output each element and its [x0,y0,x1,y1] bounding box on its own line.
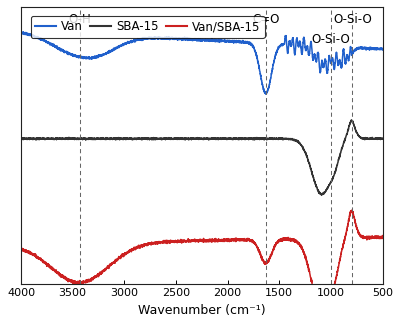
Text: O-Si-O: O-Si-O [333,13,372,26]
Text: O-Si-O: O-Si-O [312,33,350,46]
Van [98,54,103,58]
Van [380,47,385,51]
Line: Van: Van [21,32,382,94]
X-axis label: Wavenumber (cm⁻¹): Wavenumber (cm⁻¹) [138,304,266,317]
Van [182,37,186,40]
Text: C=O: C=O [252,13,280,26]
SBA-15 [182,137,186,141]
SBA-15 [98,136,103,140]
SBA-15 [152,137,157,141]
Van [152,35,157,39]
SBA-15 [102,137,107,141]
Line: Van/SBA-15: Van/SBA-15 [21,210,382,312]
Van/SBA-15 [182,238,186,242]
Van [378,46,383,50]
Van/SBA-15 [152,241,157,245]
Van/SBA-15 [378,235,383,239]
Van/SBA-15 [102,269,107,273]
Line: SBA-15: SBA-15 [21,120,382,195]
Van/SBA-15 [98,271,103,274]
Van [19,30,24,34]
Van/SBA-15 [318,310,322,314]
Van [102,52,107,56]
Van/SBA-15 [380,234,385,238]
Van/SBA-15 [350,208,354,212]
Legend: Van, SBA-15, Van/SBA-15: Van, SBA-15, Van/SBA-15 [30,16,265,38]
SBA-15 [380,137,385,141]
Van [79,55,84,59]
SBA-15 [378,137,383,141]
Text: O-H: O-H [68,13,91,26]
SBA-15 [19,136,24,140]
SBA-15 [319,193,324,197]
Van/SBA-15 [19,247,24,251]
Van/SBA-15 [79,281,84,284]
Van [263,92,268,96]
SBA-15 [349,118,354,122]
SBA-15 [79,137,84,141]
